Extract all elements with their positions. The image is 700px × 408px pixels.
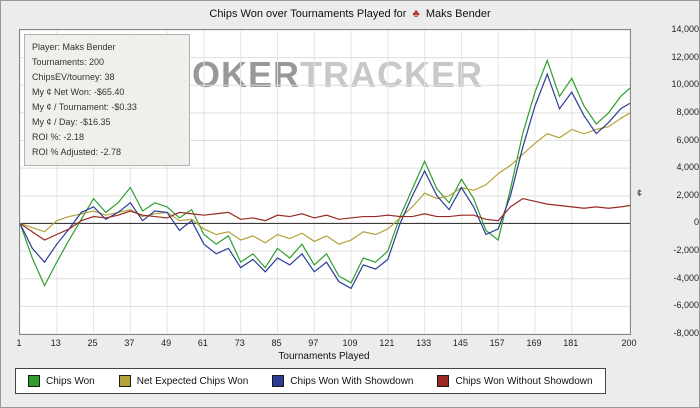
info-line-roi: ROI %: -2.18 — [32, 132, 85, 142]
legend-swatch-without-showdown — [437, 375, 450, 387]
x-axis-label: 49 — [161, 338, 172, 348]
y-axis-label: 2,000 — [676, 189, 699, 200]
series-line-chips-won-with-showdown — [20, 72, 630, 290]
x-axis-label: 109 — [342, 338, 358, 348]
x-axis-label: 121 — [379, 338, 395, 348]
info-line-per-day: My ¢ / Day: -$16.35 — [32, 117, 111, 127]
legend-label-without-showdown: Chips Won Without Showdown — [455, 375, 593, 387]
y-axis-label: 4,000 — [676, 162, 699, 173]
legend-swatch-chips-won — [28, 375, 40, 387]
info-line-player: Player: Maks Bender — [32, 42, 116, 52]
x-axis-label: 169 — [526, 338, 542, 348]
x-axis-label: 13 — [50, 338, 61, 348]
series-line-chips-won-without-showdown — [20, 197, 630, 241]
info-line-roi-adjusted: ROI % Adjusted: -2.78 — [32, 147, 122, 157]
y-axis-label: 14,000 — [671, 24, 699, 34]
legend-item-net-expected: Net Expected Chips Won — [118, 375, 249, 387]
x-axis-label: 200 — [621, 338, 637, 348]
y-axis-label: -4,000 — [673, 272, 699, 283]
chart-title: Chips Won over Tournaments Played for ♣ … — [1, 8, 699, 20]
player-name: Maks Bender — [425, 8, 491, 20]
y-axis-label: -8,000 — [673, 328, 699, 338]
stats-info-box: Player: Maks Bender Tournaments: 200 Chi… — [24, 34, 190, 166]
x-axis-label: 61 — [197, 338, 208, 348]
y-axis-label: -2,000 — [673, 245, 699, 256]
series-line-net-expected-chips-won — [20, 112, 630, 245]
x-axis-labels: 1 13 25 37 49 61 73 85 97 109 121 133 145 157 169 181 20… — [16, 338, 639, 350]
x-axis-label: 157 — [489, 338, 505, 348]
watermark-tracker: TRACKER — [300, 54, 484, 95]
y-axis-label: 10,000 — [671, 79, 699, 90]
legend-swatch-net-expected — [118, 375, 131, 387]
info-line-tournaments: Tournaments: 200 — [32, 57, 105, 67]
legend-item-chips-won: Chips Won — [28, 375, 95, 387]
legend-swatch-with-showdown — [272, 375, 285, 387]
y-axis-label: 12,000 — [671, 51, 699, 62]
legend-label-net-expected: Net Expected Chips Won — [136, 375, 249, 387]
chart-plot — [20, 30, 630, 334]
legend-item-without-showdown: Chips Won Without Showdown — [437, 375, 593, 387]
x-axis-label: 133 — [416, 338, 432, 348]
y-axis-label: 0 — [693, 217, 699, 228]
info-line-per-tournament: My ¢ / Tournament: -$0.33 — [32, 102, 137, 112]
chart-title-text: Chips Won over Tournaments Played for — [209, 8, 407, 20]
plot-area: POKERTRACKER Player: Maks Bender Tournam… — [19, 29, 631, 335]
x-axis-label: 85 — [271, 338, 282, 348]
legend-item-with-showdown: Chips Won With Showdown — [272, 375, 413, 387]
y-axis-label: 6,000 — [676, 134, 699, 145]
x-axis-label: 73 — [234, 338, 245, 348]
info-line-net-won: My ¢ Net Won: -$65.40 — [32, 87, 125, 97]
y-axis-label: -6,000 — [673, 300, 699, 311]
x-axis-label: 37 — [124, 338, 135, 348]
x-axis-label: 145 — [452, 338, 468, 348]
x-axis-title: Tournaments Played — [278, 351, 370, 362]
y-axis-unit: ¢ — [637, 188, 643, 198]
x-axis-label: 25 — [87, 338, 98, 348]
legend-label-with-showdown: Chips Won With Showdown — [290, 375, 414, 387]
x-axis-label: 181 — [563, 338, 579, 348]
info-line-chipsev: ChipsEV/tourney: 38 — [32, 72, 115, 82]
legend: Chips Won Net Expected Chips Won Chips W… — [15, 368, 606, 394]
legend-label-chips-won: Chips Won — [46, 375, 95, 387]
x-axis-label: 97 — [308, 338, 319, 348]
series-line-chips-won — [20, 58, 630, 288]
y-axis-label: 8,000 — [676, 106, 699, 117]
club-suit-icon: ♣ — [412, 8, 420, 20]
y-axis-labels: 14,000 12,000 10,000 8,000 6,000 4,000 2,000 0 -… — [649, 24, 699, 338]
x-axis-label: 1 — [16, 338, 22, 348]
